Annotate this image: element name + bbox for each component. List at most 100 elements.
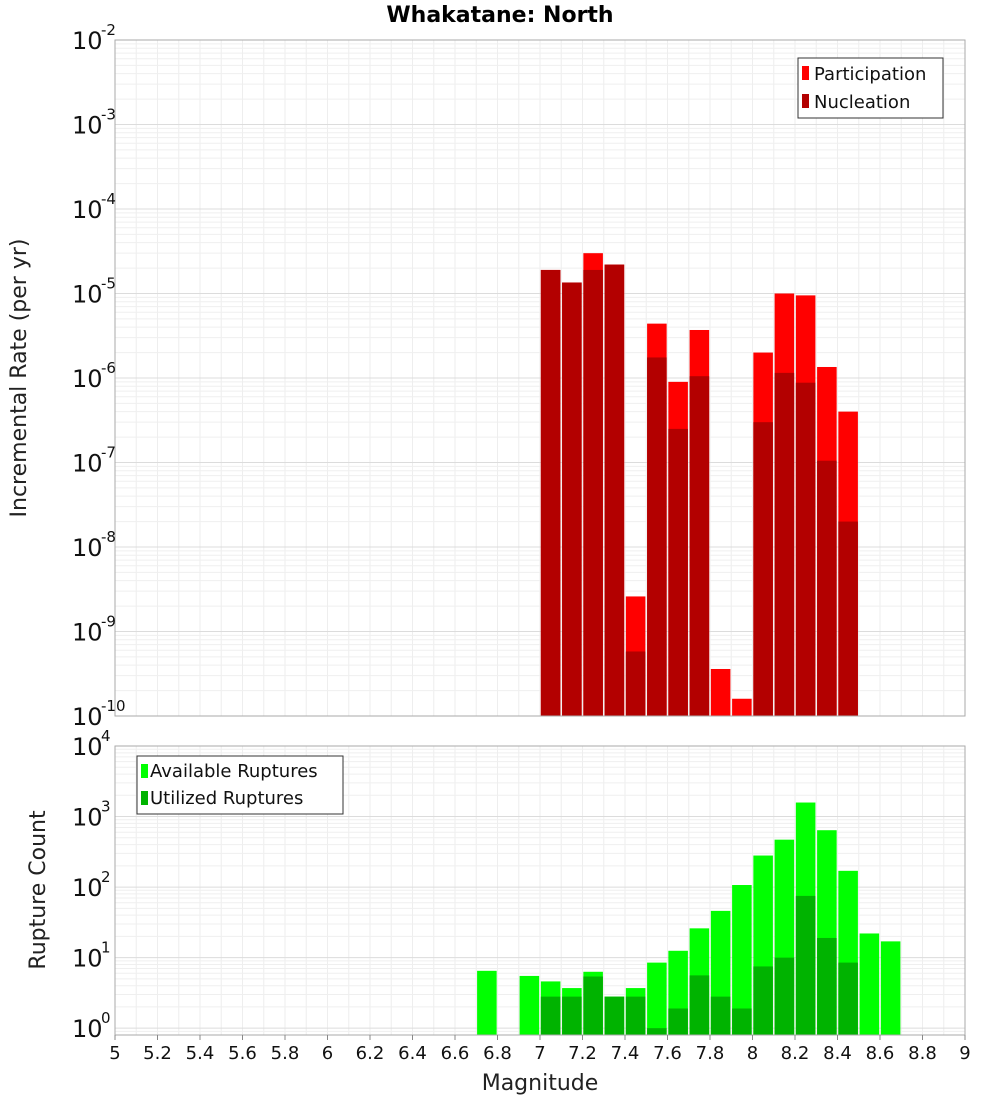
bottom-bars	[477, 802, 901, 1035]
x-ticks: 5 5.2 5.4 5.6 5.8 6 6.2 6.4 6.6 6.8 7 7.2 7.4 7.6 7.8 8…	[109, 1035, 971, 1064]
top-bar-nucleation	[562, 282, 582, 716]
top-y-tick-exponent: -3	[101, 106, 116, 124]
bottom-y-tick-label: 10	[72, 874, 103, 902]
top-bar-nucleation	[583, 269, 603, 716]
bottom-bar-available-ruptures	[647, 962, 667, 1035]
x-tick-label: 6.2	[356, 1043, 385, 1064]
bottom-bar-utilized-ruptures	[583, 976, 603, 1035]
top-y-tick-label: 10	[72, 112, 103, 140]
bottom-bar-available-ruptures	[732, 885, 752, 1035]
bottom-y-tick-exponent: 3	[101, 798, 111, 816]
legend-label-utilized: Utilized Ruptures	[150, 788, 303, 809]
x-tick-label: 5.4	[186, 1043, 215, 1064]
top-y-tick-label: 10	[72, 365, 103, 393]
x-tick-label: 7.6	[653, 1043, 682, 1064]
top-legend: Participation Nucleation	[797, 57, 944, 119]
bottom-y-tick-label: 10	[72, 945, 103, 973]
bottom-bar-utilized-ruptures	[774, 957, 795, 1035]
top-bar-nucleation	[540, 269, 561, 716]
x-tick-label: 7.4	[611, 1043, 640, 1064]
top-y-tick-label: 10	[72, 196, 103, 224]
legend-label-participation: Participation	[814, 64, 926, 85]
legend-swatch-nucleation	[802, 94, 809, 108]
top-y-axis-title: Incremental Rate (per yr)	[7, 239, 32, 518]
top-bar-nucleation	[647, 357, 667, 716]
bottom-y-tick-label: 10	[72, 804, 103, 832]
bottom-legend-box	[136, 755, 344, 815]
top-y-tick-exponent: -7	[101, 444, 116, 462]
top-plot-frame	[114, 39, 966, 717]
bottom-y-tick-label: 10	[72, 1015, 103, 1043]
x-tick-label: 5.8	[271, 1043, 300, 1064]
top-bar-nucleation	[753, 422, 773, 716]
x-tick-label: 7.2	[568, 1043, 597, 1064]
legend-swatch-utilized	[141, 791, 148, 805]
x-tick-label: 8.8	[908, 1043, 937, 1064]
top-y-tick-label: 10	[72, 27, 103, 55]
bottom-bar-utilized-ruptures	[753, 966, 773, 1035]
bottom-y-tick-exponent: 1	[101, 939, 111, 957]
bottom-bar-available-ruptures	[859, 933, 880, 1035]
bottom-y-axis-title: Rupture Count	[26, 810, 51, 970]
x-tick-label: 5.6	[228, 1043, 257, 1064]
top-y-ticks: 10-210-310-410-510-610-710-810-910-10	[72, 21, 126, 731]
x-tick-label: 7.8	[696, 1043, 725, 1064]
bottom-bar-utilized-ruptures	[540, 996, 561, 1035]
top-y-tick-exponent: -5	[101, 275, 116, 293]
top-bars	[540, 253, 858, 716]
bottom-y-tick-exponent: 0	[101, 1009, 111, 1027]
top-bar-nucleation	[668, 428, 688, 716]
x-tick-label: 9	[959, 1043, 970, 1064]
bottom-bar-utilized-ruptures	[647, 1028, 667, 1035]
bottom-y-tick-label: 10	[72, 733, 103, 761]
bottom-bar-available-ruptures	[477, 970, 497, 1035]
top-bar-participation	[732, 698, 752, 716]
bottom-y-tick-exponent: 4	[101, 727, 111, 745]
top-bar-nucleation	[689, 376, 710, 716]
top-y-tick-label: 10	[72, 450, 103, 478]
x-tick-label: 8.4	[823, 1043, 852, 1064]
top-y-tick-exponent: -6	[101, 359, 116, 377]
x-tick-label: 6.4	[398, 1043, 427, 1064]
top-bar-nucleation	[817, 460, 837, 716]
top-bar-nucleation	[795, 382, 816, 716]
x-tick-label: 7	[534, 1043, 545, 1064]
top-y-tick-exponent: -4	[101, 190, 116, 208]
x-tick-label: 6.8	[483, 1043, 512, 1064]
legend-label-available: Available Ruptures	[150, 761, 318, 782]
bottom-bar-utilized-ruptures	[795, 895, 816, 1035]
x-tick-label: 6	[322, 1043, 333, 1064]
top-y-tick-exponent: -2	[101, 21, 116, 39]
bottom-legend: Available Ruptures Utilized Ruptures	[136, 755, 344, 815]
top-y-tick-label: 10	[72, 703, 103, 731]
bottom-bar-utilized-ruptures	[625, 996, 646, 1035]
chart-title: Whakatane: North	[386, 3, 613, 28]
x-tick-label: 8.6	[866, 1043, 895, 1064]
bottom-bar-utilized-ruptures	[838, 962, 858, 1035]
bottom-bar-available-ruptures	[519, 975, 540, 1035]
top-y-tick-exponent: -8	[101, 528, 116, 546]
x-tick-label: 8	[747, 1043, 758, 1064]
bottom-bar-utilized-ruptures	[817, 937, 837, 1035]
legend-swatch-available	[141, 764, 148, 778]
bottom-y-tick-exponent: 2	[101, 868, 111, 886]
legend-label-nucleation: Nucleation	[814, 92, 910, 113]
top-grid	[114, 39, 966, 717]
top-bar-nucleation	[774, 372, 795, 716]
x-tick-label: 6.6	[441, 1043, 470, 1064]
top-y-tick-exponent: -9	[101, 613, 116, 631]
x-axis-title: Magnitude	[482, 1071, 599, 1096]
bottom-bar-utilized-ruptures	[732, 1008, 752, 1035]
bottom-bar-utilized-ruptures	[562, 996, 582, 1035]
top-legend-box	[797, 57, 944, 119]
bottom-bar-available-ruptures	[880, 941, 901, 1035]
top-bar-participation	[710, 668, 731, 716]
bottom-bar-utilized-ruptures	[604, 996, 625, 1035]
top-bar-nucleation	[604, 264, 625, 716]
top-y-tick-label: 10	[72, 619, 103, 647]
top-y-tick-label: 10	[72, 281, 103, 309]
x-tick-label: 5	[109, 1043, 120, 1064]
bottom-bar-utilized-ruptures	[668, 1008, 688, 1035]
